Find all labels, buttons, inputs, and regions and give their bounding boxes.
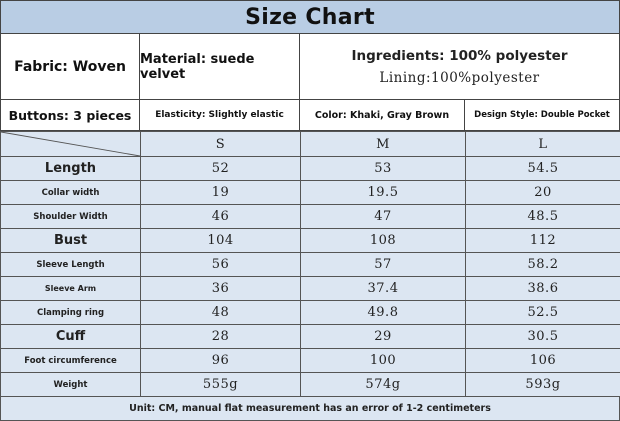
table-row: Sleeve Length 56 57 58.2 bbox=[0, 252, 620, 277]
table-row: Sleeve Arm 36 37.4 38.6 bbox=[0, 276, 620, 301]
size-header-row: S M L bbox=[0, 131, 620, 157]
cell-value: 100 bbox=[300, 348, 466, 373]
table-row: Foot circumference 96 100 106 bbox=[0, 348, 620, 373]
size-header-s: S bbox=[140, 131, 301, 157]
cell-value: 52.5 bbox=[465, 300, 620, 325]
cell-value: 56 bbox=[140, 252, 301, 277]
title-bar: Size Chart bbox=[0, 0, 620, 34]
table-row: Collar width 19 19.5 20 bbox=[0, 180, 620, 205]
cell-value: 52 bbox=[140, 156, 301, 181]
row-label: Sleeve Length bbox=[0, 252, 141, 277]
cell-value: 96 bbox=[140, 348, 301, 373]
cell-value: 593g bbox=[465, 372, 620, 397]
size-header-l: L bbox=[465, 131, 620, 157]
cell-value: 38.6 bbox=[465, 276, 620, 301]
info-block: Fabric: Woven Material: suede velvet Ing… bbox=[0, 34, 620, 131]
cell-value: 555g bbox=[140, 372, 301, 397]
corner-cell bbox=[0, 131, 141, 157]
cell-value: 19.5 bbox=[300, 180, 466, 205]
row-label: Bust bbox=[0, 228, 141, 253]
page-title: Size Chart bbox=[245, 4, 375, 30]
table-row: Shoulder Width 46 47 48.5 bbox=[0, 204, 620, 229]
cell-value: 112 bbox=[465, 228, 620, 253]
cell-value: 19 bbox=[140, 180, 301, 205]
cell-value: 53 bbox=[300, 156, 466, 181]
table-row: Length 52 53 54.5 bbox=[0, 156, 620, 181]
cell-value: 49.8 bbox=[300, 300, 466, 325]
diagonal-divider-icon bbox=[1, 132, 140, 156]
cell-value: 54.5 bbox=[465, 156, 620, 181]
size-header-m: M bbox=[300, 131, 466, 157]
color-cell: Color: Khaki, Gray Brown bbox=[300, 100, 465, 131]
lining-text: Lining:100%polyester bbox=[379, 69, 540, 86]
design-style-cell: Design Style: Double Pocket bbox=[465, 100, 620, 131]
table-row: Clamping ring 48 49.8 52.5 bbox=[0, 300, 620, 325]
size-table: S M L Length 52 53 54.5 Collar width 19 … bbox=[0, 131, 620, 397]
table-row: Cuff 28 29 30.5 bbox=[0, 324, 620, 349]
unit-note: Unit: CM, manual flat measurement has an… bbox=[0, 397, 620, 421]
row-label: Length bbox=[0, 156, 141, 181]
row-label: Sleeve Arm bbox=[0, 276, 141, 301]
cell-value: 47 bbox=[300, 204, 466, 229]
row-label: Cuff bbox=[0, 324, 141, 349]
cell-value: 104 bbox=[140, 228, 301, 253]
cell-value: 48 bbox=[140, 300, 301, 325]
row-label: Shoulder Width bbox=[0, 204, 141, 229]
cell-value: 108 bbox=[300, 228, 466, 253]
cell-value: 20 bbox=[465, 180, 620, 205]
row-label: Collar width bbox=[0, 180, 141, 205]
fabric-cell: Fabric: Woven bbox=[0, 34, 140, 100]
material-cell: Material: suede velvet bbox=[140, 34, 300, 100]
cell-value: 30.5 bbox=[465, 324, 620, 349]
cell-value: 28 bbox=[140, 324, 301, 349]
ingredients-text: Ingredients: 100% polyester bbox=[351, 47, 568, 64]
row-label: Foot circumference bbox=[0, 348, 141, 373]
cell-value: 37.4 bbox=[300, 276, 466, 301]
cell-value: 57 bbox=[300, 252, 466, 277]
cell-value: 48.5 bbox=[465, 204, 620, 229]
cell-value: 36 bbox=[140, 276, 301, 301]
table-row: Bust 104 108 112 bbox=[0, 228, 620, 253]
cell-value: 58.2 bbox=[465, 252, 620, 277]
cell-value: 46 bbox=[140, 204, 301, 229]
table-row: Weight 555g 574g 593g bbox=[0, 372, 620, 397]
buttons-cell: Buttons: 3 pieces bbox=[0, 100, 140, 131]
elasticity-cell: Elasticity: Slightly elastic bbox=[140, 100, 300, 131]
cell-value: 574g bbox=[300, 372, 466, 397]
row-label: Clamping ring bbox=[0, 300, 141, 325]
cell-value: 106 bbox=[465, 348, 620, 373]
ingredients-cell: Ingredients: 100% polyester Lining:100%p… bbox=[300, 34, 620, 100]
cell-value: 29 bbox=[300, 324, 466, 349]
row-label: Weight bbox=[0, 372, 141, 397]
